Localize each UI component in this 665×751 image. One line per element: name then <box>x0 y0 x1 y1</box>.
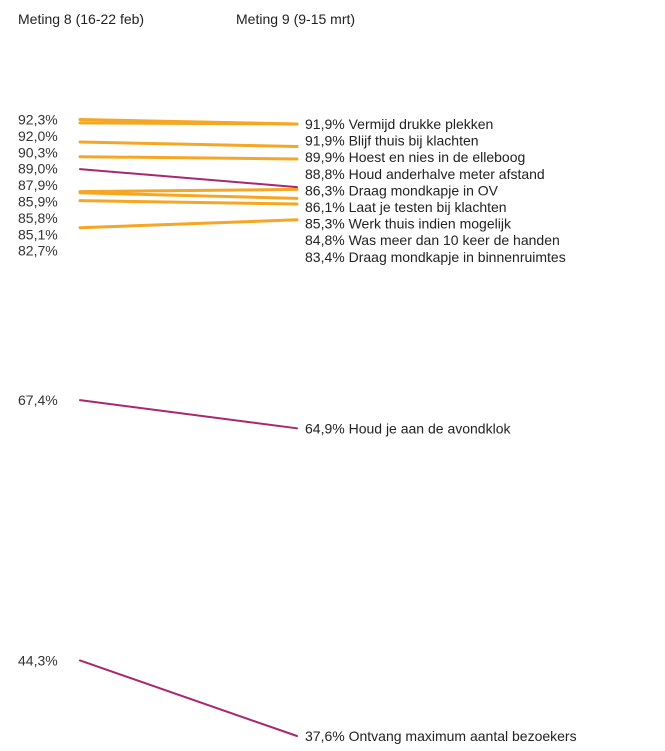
series-line <box>79 399 298 430</box>
left-value-labels: 92,3%92,0%90,3%89,0%87,9%85,9%85,8%85,1%… <box>18 112 58 669</box>
series-line <box>78 140 299 149</box>
right-value-label: 84,8% <box>305 232 345 248</box>
series-name: Was meer dan 10 keer de handen <box>345 232 560 248</box>
series-line <box>79 659 298 737</box>
right-value-label: 91,9% <box>305 133 345 149</box>
series-name: Laat je testen bij klachten <box>345 199 507 215</box>
right-value-label: 86,1% <box>305 199 345 215</box>
right-series-label: 86,1% Laat je testen bij klachten <box>305 199 507 215</box>
slope-lines <box>78 118 299 737</box>
series-line <box>78 218 299 230</box>
left-value-label: 82,7% <box>18 243 58 259</box>
right-series-label: 89,9% Hoest en nies in de elleboog <box>305 149 525 165</box>
right-series-label: 64,9% Houd je aan de avondklok <box>305 420 511 436</box>
right-series-label: 85,3% Werk thuis indien mogelijk <box>305 216 512 232</box>
right-value-label: 86,3% <box>305 182 345 198</box>
right-value-label: 37,6% <box>305 728 345 744</box>
left-value-label: 87,9% <box>18 177 58 193</box>
left-value-label: 85,8% <box>18 210 58 226</box>
left-value-label: 67,4% <box>18 392 58 408</box>
series-name: Vermijd drukke plekken <box>345 116 494 132</box>
series-name: Houd je aan de avondklok <box>345 420 512 436</box>
series-name: Houd anderhalve meter afstand <box>345 166 545 182</box>
right-series-label: 91,9% Blijf thuis bij klachten <box>305 133 479 149</box>
series-line <box>78 191 299 200</box>
series-name: Blijf thuis bij klachten <box>345 133 479 149</box>
right-series-label: 91,9% Vermijd drukke plekken <box>305 116 493 132</box>
series-name: Draag mondkapje in binnenruimtes <box>345 249 566 265</box>
series-name: Hoest en nies in de elleboog <box>345 149 526 165</box>
series-line <box>78 199 299 206</box>
right-series-label: 83,4% Draag mondkapje in binnenruimtes <box>305 249 566 265</box>
right-value-label: 89,9% <box>305 149 345 165</box>
right-series-label: 88,8% Houd anderhalve meter afstand <box>305 166 545 182</box>
left-value-label: 89,0% <box>18 161 58 177</box>
series-line <box>79 168 298 189</box>
right-series-label: 84,8% Was meer dan 10 keer de handen <box>305 232 560 248</box>
right-value-label: 91,9% <box>305 116 345 132</box>
right-value-label: 64,9% <box>305 420 345 436</box>
left-value-label: 92,0% <box>18 128 58 144</box>
series-name: Draag mondkapje in OV <box>345 182 499 198</box>
right-series-label: 37,6% Ontvang maximum aantal bezoekers <box>305 728 577 744</box>
left-value-label: 92,3% <box>18 112 58 128</box>
series-name: Werk thuis indien mogelijk <box>345 216 512 232</box>
right-value-label: 83,4% <box>305 249 345 265</box>
right-series-label: 86,3% Draag mondkapje in OV <box>305 182 499 198</box>
left-value-label: 85,9% <box>18 194 58 210</box>
left-value-label: 90,3% <box>18 144 58 160</box>
right-value-label: 88,8% <box>305 166 345 182</box>
left-value-label: 44,3% <box>18 652 58 668</box>
series-name: Ontvang maximum aantal bezoekers <box>345 728 577 744</box>
left-value-label: 85,1% <box>18 226 58 242</box>
series-line <box>78 155 299 161</box>
right-value-label: 85,3% <box>305 216 345 232</box>
series-line <box>78 187 299 194</box>
series-line <box>78 118 299 126</box>
header-right: Meting 9 (9-15 mrt) <box>236 11 355 27</box>
header-left: Meting 8 (16-22 feb) <box>18 11 144 27</box>
